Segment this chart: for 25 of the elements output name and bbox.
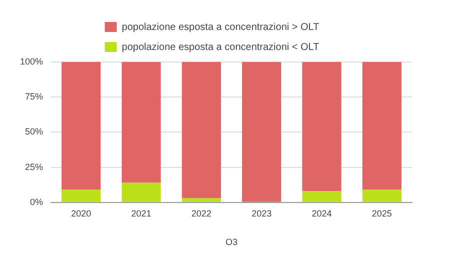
y-tick-label: 75%: [25, 92, 44, 102]
bar: [122, 62, 161, 183]
bar: [362, 62, 402, 190]
bar: [62, 190, 101, 202]
legend-label: popolazione esposta a concentrazioni > OLT: [122, 22, 320, 33]
x-tick-label: 2025: [372, 208, 392, 218]
bar: [62, 62, 101, 190]
bar: [302, 191, 342, 202]
x-tick-label: 2022: [191, 208, 212, 218]
y-tick-label: 25%: [25, 162, 44, 172]
bar: [362, 190, 402, 202]
bar: [182, 62, 221, 198]
legend-label: popolazione esposta a concentrazioni < OLT: [122, 42, 320, 53]
x-tick-label: 2021: [131, 208, 152, 218]
x-tick-label: 2020: [71, 208, 92, 218]
bar: [182, 198, 221, 202]
y-tick-label: 100%: [20, 56, 44, 66]
x-axis-title: O3: [226, 237, 238, 248]
x-tick-label: 2023: [252, 208, 272, 218]
bar: [122, 182, 161, 202]
x-tick-label: 2024: [312, 208, 332, 218]
bar: [242, 62, 282, 202]
bar: [302, 62, 342, 192]
y-tick-label: 0%: [30, 196, 44, 207]
y-tick-label: 50%: [25, 126, 44, 137]
